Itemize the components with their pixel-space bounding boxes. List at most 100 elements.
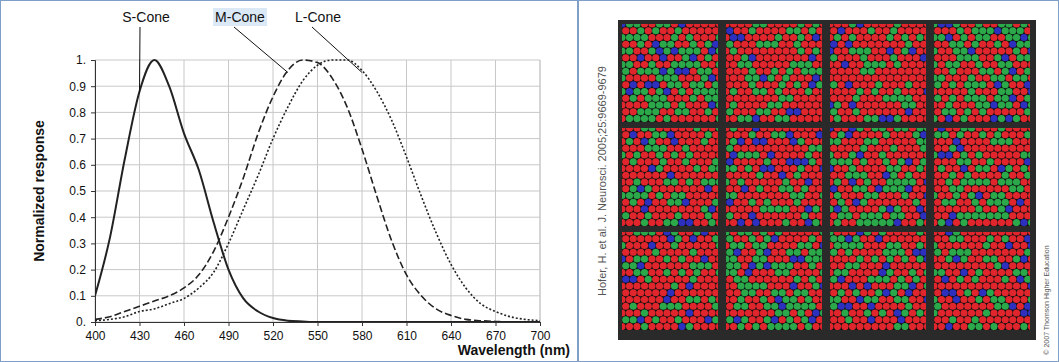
cone-cell (730, 219, 737, 226)
cone-cell (916, 34, 923, 41)
cone-cell (741, 158, 748, 165)
cone-cell (983, 165, 990, 172)
cone-cell (734, 158, 741, 165)
cone-cell (1017, 95, 1024, 102)
cone-cell (830, 178, 834, 185)
cone-cell (794, 158, 801, 165)
cone-cell (749, 81, 756, 88)
cone-cell (660, 289, 667, 296)
cone-cell (790, 205, 797, 212)
cone-cell (637, 316, 644, 323)
cone-cell (886, 88, 893, 95)
cone-cell (871, 178, 878, 185)
cone-cell (924, 178, 926, 185)
cone-cell (990, 34, 997, 41)
cone-cell (938, 61, 945, 68)
cone-cell (671, 34, 678, 41)
cone-cell (938, 138, 945, 145)
cone-cell (968, 138, 975, 145)
cone-cell (860, 185, 867, 192)
cone-cell (660, 303, 667, 310)
cone-cell (879, 74, 886, 81)
cone-cell (972, 131, 979, 138)
cone-cell (671, 115, 678, 122)
cone-cell (641, 61, 648, 68)
cone-cell (626, 151, 633, 158)
cone-cell (775, 128, 782, 132)
cone-cell (682, 249, 689, 256)
cone-cell (834, 151, 841, 158)
cone-cell (1013, 34, 1020, 41)
cone-cell (663, 128, 670, 132)
cone-cell (853, 158, 860, 165)
cone-cell (648, 178, 655, 185)
cone-cell (663, 192, 670, 199)
cone-cell (845, 108, 852, 115)
cone-cell (830, 219, 834, 226)
cone-cell (749, 145, 756, 152)
cone-cell (767, 34, 774, 41)
cone-cell (693, 165, 700, 172)
cone-cell (820, 115, 822, 122)
y-tick-mark (91, 60, 95, 61)
cone-cell (1020, 34, 1027, 41)
cone-cell (734, 212, 741, 219)
cone-cell (745, 24, 752, 28)
cone-cell (667, 276, 674, 283)
cone-cell (934, 131, 941, 138)
x-tick: 520 (263, 322, 283, 343)
cone-cell (671, 232, 678, 236)
mosaic-tile (830, 128, 926, 226)
cone-cell (886, 192, 893, 199)
cone-cell (630, 289, 637, 296)
cone-cell (697, 27, 704, 34)
cone-cell (864, 219, 871, 226)
cone-cell (841, 47, 848, 54)
cone-cell (667, 199, 674, 206)
cone-cell (726, 24, 730, 28)
cone-cell (983, 192, 990, 199)
cone-cell (797, 151, 804, 158)
cone-cell (708, 309, 715, 316)
x-tick-label: 700 (530, 329, 550, 343)
cone-cell (645, 172, 652, 179)
cone-cell (949, 199, 956, 206)
cone-cell (794, 235, 801, 242)
cone-cell (838, 131, 845, 138)
cone-cell (741, 41, 748, 48)
cone-cell (675, 199, 682, 206)
y-tick: 0.5 (69, 184, 95, 198)
cone-cell (883, 199, 890, 206)
cone-cell (630, 81, 637, 88)
cone-cell (1020, 165, 1027, 172)
cone-cell (782, 242, 789, 249)
cone-cell (745, 61, 752, 68)
cone-cell (779, 81, 786, 88)
cone-cell (972, 158, 979, 165)
cone-cell (671, 61, 678, 68)
grid-line-y (95, 217, 540, 218)
cone-cell (794, 95, 801, 102)
cone-cell (924, 128, 926, 132)
cone-cell (998, 138, 1005, 145)
cone-cell (975, 219, 982, 226)
cone-cell (630, 41, 637, 48)
cone-cell (782, 205, 789, 212)
cone-cell (622, 323, 626, 330)
cone-cell (726, 34, 730, 41)
cone-cell (652, 185, 659, 192)
cone-cell (678, 296, 685, 303)
cone-cell (775, 24, 782, 28)
mosaic-tile (622, 128, 718, 226)
cone-cell (794, 81, 801, 88)
cone-cell (894, 47, 901, 54)
cone-cell (830, 81, 837, 88)
cone-cell (663, 47, 670, 54)
cone-cell (1009, 27, 1016, 34)
y-tick-mark (91, 322, 95, 323)
cone-cell (953, 47, 960, 54)
cone-cell (622, 128, 626, 132)
cone-cell (809, 54, 816, 61)
cone-cell (622, 235, 629, 242)
cone-cell (841, 178, 848, 185)
